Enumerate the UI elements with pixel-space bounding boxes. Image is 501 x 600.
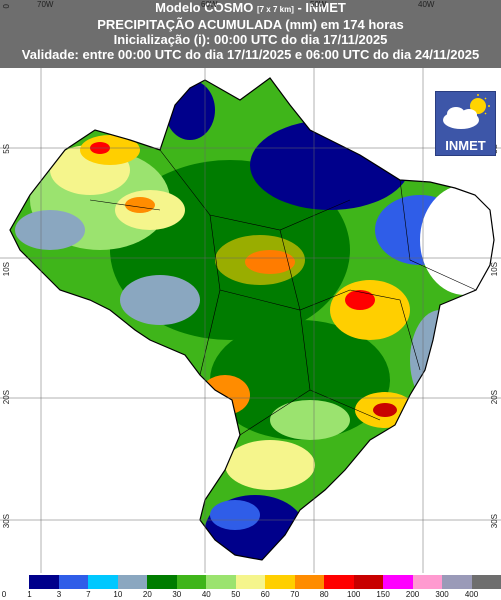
legend-label: 20 (142, 590, 152, 599)
legend-swatch (29, 575, 60, 589)
legend-label: 60 (260, 590, 270, 599)
legend-swatch (0, 575, 30, 589)
legend-swatch (206, 575, 237, 589)
legend-swatch (412, 575, 443, 589)
lat-label-10s: 10S (2, 262, 11, 277)
legend-swatch (58, 575, 89, 589)
brazil-border (9, 77, 495, 561)
graticule-lines (0, 68, 501, 573)
legend-swatch (265, 575, 296, 589)
legend-swatch (471, 575, 501, 589)
legend-swatch (294, 575, 325, 589)
lat-label-5s: 5S (2, 144, 11, 154)
map-header: Modelo COSMO [7 x 7 km] - INMET PRECIPIT… (0, 0, 501, 68)
precipitation-legend: 0 1 3 7 10 20 30 40 50 60 70 80 100 150 200 300 400 (0, 573, 501, 600)
legend-swatch (353, 575, 384, 589)
legend-label: 3 (56, 590, 62, 599)
legend-label: 0 (1, 590, 7, 599)
lon-label-40w: 40W (418, 0, 435, 9)
lon-label-70w: 70W (37, 0, 54, 9)
legend-label: 1 (27, 590, 32, 599)
legend-swatch (383, 575, 414, 589)
legend-label: 10 (113, 590, 123, 599)
legend-label: 400 (464, 590, 479, 599)
lon-label-60w: 60W (201, 0, 218, 9)
legend-label: 100 (346, 590, 361, 599)
legend-label: 7 (86, 590, 91, 599)
inmet-logo: INMET (435, 91, 496, 156)
legend-label: 300 (435, 590, 449, 599)
legend-swatch (88, 575, 119, 589)
validity-period: Validade: entre 00:00 UTC do dia 17/11/2… (21, 47, 480, 62)
precipitation-map (0, 68, 501, 573)
legend-swatch (147, 575, 178, 589)
legend-label: 50 (231, 590, 241, 599)
initialization-time: Inicialização (i): 00:00 UTC do dia 17/1… (113, 32, 388, 47)
lat-label-10s-right: 10S (490, 262, 499, 277)
sun-cloud-icon (443, 94, 490, 129)
legend-swatch (176, 575, 207, 589)
lon-label-50w: 50W (310, 0, 327, 9)
legend-swatch (235, 575, 266, 589)
legend-label: 200 (405, 590, 420, 599)
state-borders (89, 149, 477, 436)
product-title: PRECIPITAÇÃO ACUMULADA (mm) em 174 horas (97, 17, 404, 32)
lat-label-30s-right: 30S (490, 514, 499, 529)
lat-label-30s: 30S (2, 514, 11, 529)
legend-label: 40 (201, 590, 211, 599)
model-title: Modelo COSMO [7 x 7 km] - INMET (155, 0, 346, 15)
logo-text: INMET (445, 138, 486, 153)
legend-label: 30 (172, 590, 182, 599)
legend-label: 80 (319, 590, 329, 599)
legend-swatch (117, 575, 148, 589)
legend-label: 70 (290, 590, 300, 599)
lat-label-20s: 20S (2, 390, 11, 405)
legend-label: 150 (376, 590, 390, 599)
lat-label-0: 0 (2, 4, 11, 9)
legend-swatch (324, 575, 355, 589)
lat-label-20s-right: 20S (490, 390, 499, 405)
legend-swatch (442, 575, 473, 589)
